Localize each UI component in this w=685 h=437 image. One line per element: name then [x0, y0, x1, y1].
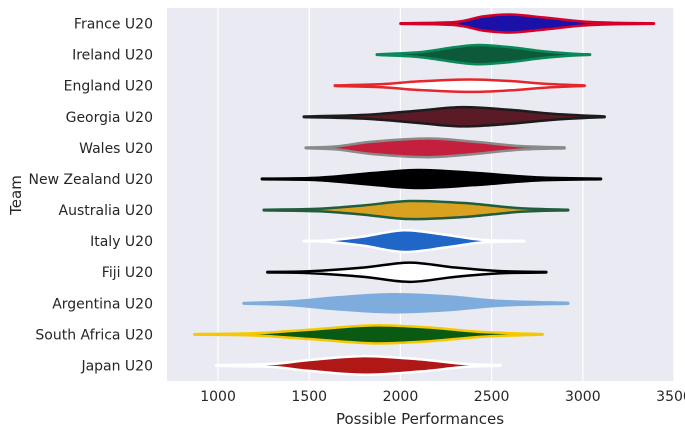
y-axis-label: Team	[7, 175, 25, 216]
violin-france-u20	[399, 13, 656, 34]
violin-body	[333, 78, 586, 94]
violin-japan-u20	[214, 354, 502, 377]
violin-body	[214, 354, 502, 377]
x-tick-label: 1000	[200, 389, 236, 405]
y-tick-label: Italy U20	[90, 234, 153, 250]
violin-body	[242, 293, 570, 314]
violin-argentina-u20	[242, 293, 570, 314]
x-tick-label: 3500	[656, 389, 685, 405]
x-axis-label: Possible Performances	[336, 410, 504, 428]
x-tick-label: 1500	[291, 389, 327, 405]
x-tick-labels: 1000 1500 2000 2500 3000 3500	[200, 389, 685, 405]
y-tick-labels: France U20 Ireland U20 England U20 Georgia …	[28, 17, 153, 375]
violin-body	[302, 105, 606, 128]
y-tick-label: South Africa U20	[35, 327, 153, 343]
y-tick-label: England U20	[64, 79, 153, 95]
plot-background	[167, 8, 674, 381]
y-tick-label: Ireland U20	[72, 48, 153, 64]
violin-ireland-u20	[375, 43, 592, 66]
violin-body	[266, 261, 548, 284]
y-tick-label: Wales U20	[79, 141, 153, 157]
violins	[193, 13, 656, 377]
violin-south-africa-u20	[193, 324, 544, 345]
violin-body	[260, 168, 603, 190]
y-tick-label: Fiji U20	[102, 265, 153, 281]
violin-body	[304, 137, 566, 159]
y-tick-label: New Zealand U20	[28, 172, 153, 188]
violin-body	[262, 199, 570, 221]
x-tick-label: 2000	[383, 389, 419, 405]
violin-england-u20	[333, 78, 586, 94]
y-tick-label: Australia U20	[59, 203, 153, 219]
x-gridlines	[217, 8, 675, 381]
violin-new-zealand-u20	[260, 168, 603, 190]
violin-australia-u20	[262, 199, 570, 221]
violin-body	[375, 43, 592, 66]
violin-body	[399, 13, 656, 34]
violin-body	[302, 228, 526, 254]
violin-georgia-u20	[302, 105, 606, 128]
y-tick-label: France U20	[74, 17, 153, 33]
y-tick-label: Japan U20	[80, 358, 153, 374]
violin-italy-u20	[302, 228, 526, 254]
violin-fiji-u20	[266, 261, 548, 284]
x-tick-label: 2500	[474, 389, 510, 405]
violin-body	[193, 324, 544, 345]
y-tick-label: Georgia U20	[66, 110, 153, 126]
y-tick-label: Argentina U20	[52, 296, 153, 312]
x-tick-label: 3000	[565, 389, 601, 405]
violin-wales-u20	[304, 137, 566, 159]
